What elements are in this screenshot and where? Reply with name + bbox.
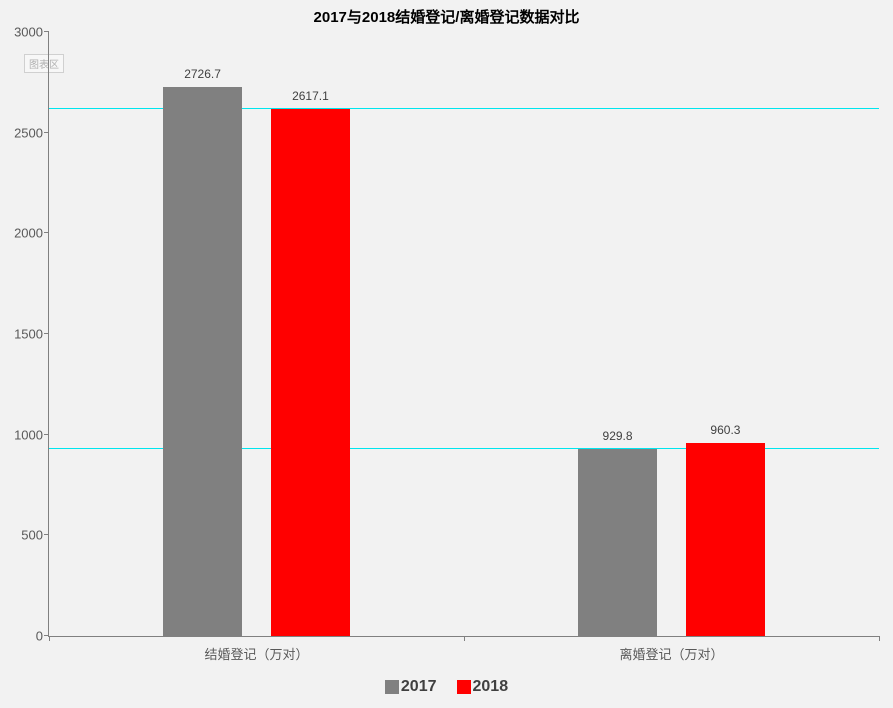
legend-label: 2018 <box>473 678 509 695</box>
legend-label: 2017 <box>401 678 437 695</box>
x-tick-mark <box>464 636 465 641</box>
x-tick-mark <box>879 636 880 641</box>
chart-title: 2017与2018结婚登记/离婚登记数据对比 <box>0 6 893 27</box>
y-tick-label: 1000 <box>14 427 49 442</box>
plot-area: 050010001500200025003000结婚登记（万对）2726.726… <box>48 32 879 637</box>
bar <box>163 87 242 636</box>
y-tick-label: 500 <box>21 528 49 543</box>
bar <box>578 449 657 636</box>
bar-value-label: 960.3 <box>710 423 740 437</box>
legend-item: 2017 <box>385 678 437 696</box>
legend-swatch <box>457 680 471 694</box>
y-tick-label: 2500 <box>14 125 49 140</box>
y-tick-mark <box>44 232 49 233</box>
y-tick-label: 2000 <box>14 226 49 241</box>
y-tick-mark <box>44 31 49 32</box>
y-tick-mark <box>44 333 49 334</box>
y-tick-label: 0 <box>36 629 49 644</box>
x-tick-label: 离婚登记（万对） <box>619 636 723 663</box>
y-tick-mark <box>44 534 49 535</box>
bar-value-label: 2726.7 <box>184 67 221 81</box>
bar-value-label: 2617.1 <box>292 89 329 103</box>
legend-item: 2018 <box>457 678 509 696</box>
legend: 2017 2018 <box>0 678 893 696</box>
legend-swatch <box>385 680 399 694</box>
bar <box>271 109 350 636</box>
x-tick-mark <box>49 636 50 641</box>
y-tick-mark <box>44 434 49 435</box>
y-tick-label: 1500 <box>14 327 49 342</box>
x-tick-label: 结婚登记（万对） <box>204 636 308 663</box>
bar-value-label: 929.8 <box>603 429 633 443</box>
bar <box>686 443 765 636</box>
chart-container: 2017与2018结婚登记/离婚登记数据对比 图表区 0500100015002… <box>0 0 893 708</box>
y-tick-mark <box>44 132 49 133</box>
y-tick-label: 3000 <box>14 25 49 40</box>
